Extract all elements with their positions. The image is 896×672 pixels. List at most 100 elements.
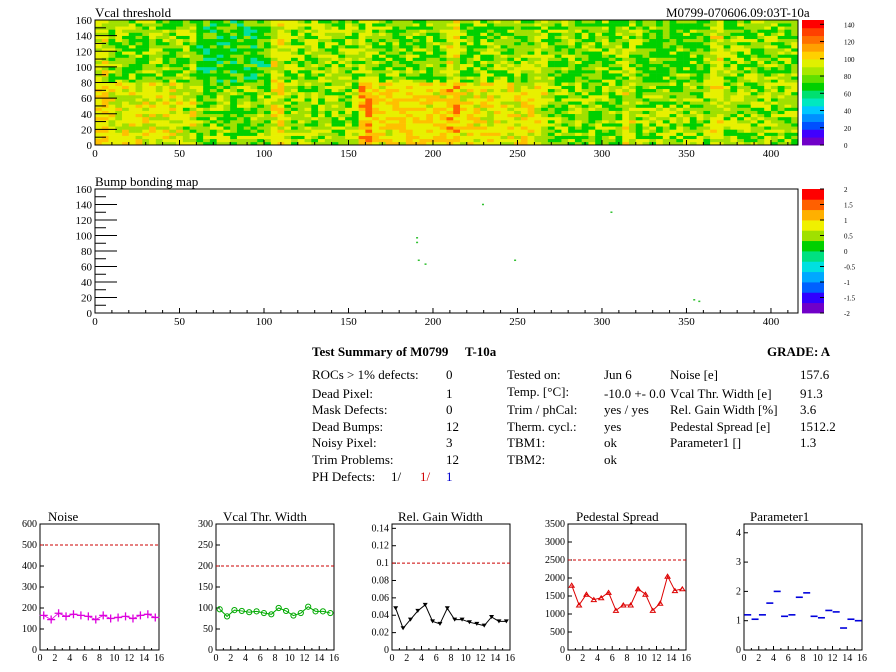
heatmap-cell bbox=[764, 123, 772, 127]
heatmap-cell bbox=[683, 82, 691, 86]
heatmap-cell bbox=[230, 82, 238, 86]
heatmap-cell bbox=[574, 41, 582, 46]
heatmap-cell bbox=[216, 138, 224, 143]
heatmap-cell bbox=[656, 35, 664, 40]
trend-2-data-point bbox=[91, 615, 100, 624]
heatmap-cell bbox=[514, 51, 522, 55]
heatmap-cell bbox=[669, 138, 677, 143]
heatmap-cell bbox=[324, 26, 332, 30]
heatmap-cell bbox=[236, 129, 245, 133]
heatmap-cell bbox=[135, 126, 143, 130]
heatmap-cell bbox=[561, 57, 569, 61]
heatmap-cell bbox=[466, 57, 474, 61]
heatmap-cell bbox=[493, 45, 501, 49]
heatmap-cell bbox=[669, 32, 677, 36]
heatmap-cell bbox=[547, 79, 555, 83]
heatmap-cell bbox=[216, 129, 224, 133]
heatmap-cell bbox=[784, 29, 792, 33]
heatmap-cell bbox=[784, 95, 792, 99]
heatmap-cell bbox=[189, 126, 197, 130]
trend-5-y-tick-label: 2500 bbox=[545, 555, 565, 566]
heatmap-cell bbox=[176, 73, 184, 77]
heatmap-cell bbox=[338, 26, 346, 30]
heatmap-cell bbox=[676, 85, 684, 90]
heatmap-cell bbox=[338, 54, 346, 58]
heatmap-cell bbox=[216, 63, 224, 68]
heatmap-cell bbox=[250, 101, 258, 105]
heatmap-cell bbox=[101, 66, 109, 71]
heatmap-cell bbox=[642, 51, 650, 55]
heatmap-cell bbox=[135, 120, 143, 124]
heatmap-cell bbox=[426, 113, 434, 118]
heatmap-cell bbox=[243, 38, 251, 43]
heatmap-cell bbox=[784, 104, 792, 108]
heatmap-cell bbox=[142, 66, 150, 71]
heatmap-cell bbox=[378, 98, 386, 102]
heatmap-cell bbox=[162, 20, 170, 24]
heatmap-cell bbox=[507, 88, 515, 93]
heatmap-cell bbox=[730, 138, 738, 143]
heatmap-cell bbox=[277, 41, 285, 46]
heatmap-cell bbox=[629, 126, 637, 130]
heatmap-cell bbox=[716, 110, 724, 115]
heatmap-cell bbox=[541, 73, 549, 77]
heatmap-cell bbox=[446, 120, 454, 124]
bump-x-tick-label: 350 bbox=[678, 316, 695, 328]
heatmap-cell bbox=[446, 113, 454, 118]
heatmap-cell bbox=[514, 98, 522, 102]
heatmap-cell bbox=[615, 101, 623, 105]
heatmap-cell bbox=[439, 82, 447, 86]
heatmap-cell bbox=[683, 110, 691, 115]
heatmap-cell bbox=[412, 123, 420, 127]
heatmap-cell bbox=[737, 135, 745, 140]
heatmap-cell bbox=[297, 120, 305, 124]
heatmap-cell bbox=[574, 95, 582, 99]
heatmap-cell bbox=[419, 76, 427, 80]
heatmap-cell bbox=[392, 110, 400, 115]
heatmap-cell bbox=[568, 63, 576, 68]
heatmap-cell bbox=[277, 104, 285, 108]
heatmap-cell bbox=[236, 126, 245, 130]
heatmap-cell bbox=[169, 88, 177, 93]
heatmap-cell bbox=[162, 32, 170, 36]
heatmap-cell bbox=[378, 138, 386, 143]
heatmap-cell bbox=[642, 123, 650, 127]
heatmap-cell bbox=[777, 48, 785, 52]
heatmap-cell bbox=[405, 88, 414, 93]
heatmap-cell bbox=[392, 138, 400, 143]
heatmap-cell bbox=[622, 85, 630, 90]
vcal-x-tick-label: 50 bbox=[174, 148, 186, 160]
heatmap-cell bbox=[358, 35, 366, 40]
heatmap-cell bbox=[770, 104, 779, 108]
heatmap-cell bbox=[716, 107, 724, 111]
heatmap-cell bbox=[385, 104, 393, 108]
heatmap-cell bbox=[446, 76, 454, 80]
heatmap-cell bbox=[162, 132, 170, 136]
heatmap-cell bbox=[507, 66, 515, 71]
heatmap-cell bbox=[615, 110, 623, 115]
heatmap-cell bbox=[331, 76, 339, 80]
heatmap-cell bbox=[689, 76, 697, 80]
heatmap-cell bbox=[284, 120, 292, 124]
heatmap-cell bbox=[527, 76, 535, 80]
heatmap-cell bbox=[358, 32, 366, 36]
heatmap-cell bbox=[358, 110, 366, 115]
heatmap-cell bbox=[128, 135, 136, 140]
heatmap-cell bbox=[581, 82, 589, 86]
heatmap-cell bbox=[487, 126, 495, 130]
heatmap-cell bbox=[243, 85, 251, 90]
heatmap-cell bbox=[128, 88, 136, 93]
heatmap-cell bbox=[338, 23, 346, 27]
heatmap-cell bbox=[507, 104, 515, 108]
heatmap-cell bbox=[439, 98, 447, 102]
heatmap-cell bbox=[460, 73, 468, 77]
heatmap-cell bbox=[95, 66, 103, 71]
heatmap-cell bbox=[662, 51, 670, 55]
heatmap-cell bbox=[250, 107, 258, 111]
heatmap-cell bbox=[432, 41, 441, 46]
heatmap-cell bbox=[169, 101, 177, 105]
heatmap-cell bbox=[115, 132, 123, 136]
heatmap-cell bbox=[588, 45, 596, 49]
heatmap-cell bbox=[412, 35, 420, 40]
heatmap-cell bbox=[162, 141, 170, 146]
